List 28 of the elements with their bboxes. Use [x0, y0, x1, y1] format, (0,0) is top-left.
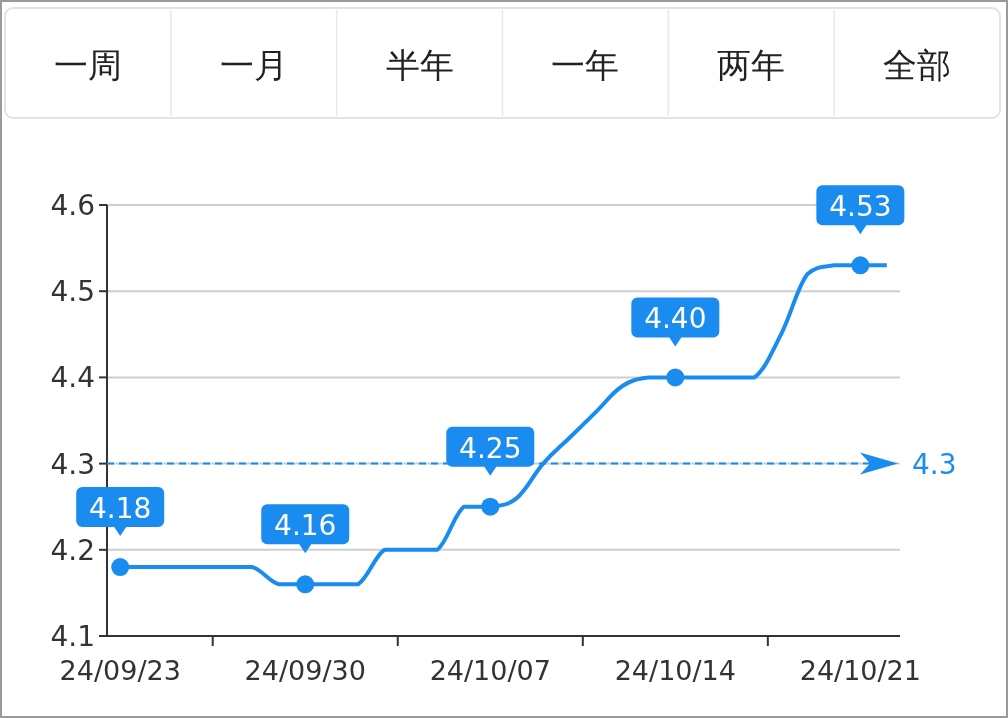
text: 一周	[53, 45, 122, 85]
point	[851, 256, 870, 275]
point	[111, 558, 130, 577]
point	[296, 575, 315, 594]
point	[666, 368, 685, 387]
data-label: 4.16	[274, 509, 337, 543]
y-tick-label: 4.4	[50, 361, 95, 395]
data-label: 4.40	[644, 302, 707, 336]
y-tick-label: 4.3	[50, 447, 95, 481]
y-tick-label: 4.1	[50, 620, 95, 653]
x-tick-label: 24/09/30	[244, 655, 366, 686]
x-tick-label: 24/10/14	[614, 655, 736, 686]
x-tick-label: 24/10/07	[429, 655, 551, 686]
point	[481, 497, 500, 516]
x-tick-label: 24/09/23	[59, 655, 181, 686]
data-label: 4.25	[459, 431, 522, 465]
y-tick-label: 4.2	[50, 533, 95, 567]
y-tick-label: 4.5	[50, 275, 95, 309]
text: 两年	[717, 45, 786, 85]
data-label: 4.53	[829, 190, 892, 224]
x-tick-label: 24/10/21	[799, 655, 921, 686]
text: 全部	[883, 45, 952, 85]
text: 一年	[551, 45, 620, 85]
text: 一月	[219, 45, 288, 85]
ref-line-label: 4.3	[912, 447, 957, 481]
data-label: 4.18	[89, 492, 152, 526]
y-tick-label: 4.6	[50, 189, 95, 222]
text: 半年	[385, 45, 454, 85]
